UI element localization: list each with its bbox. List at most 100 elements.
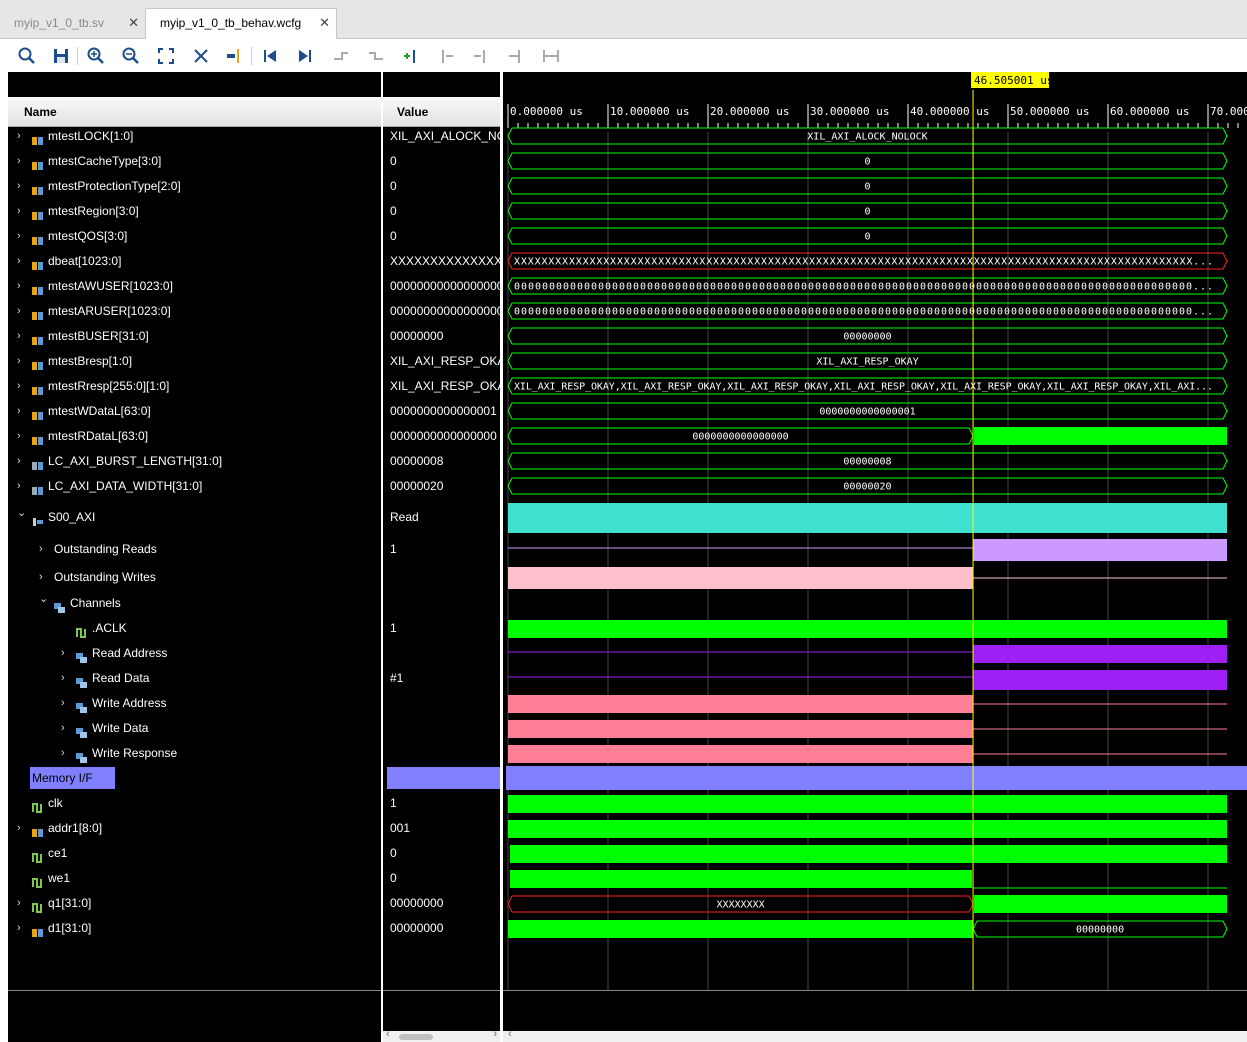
expand-arrow-icon[interactable]: › [17,922,21,934]
signal-row[interactable]: › mtestRegion[3:0] 0 [0,200,500,222]
expand-arrow-icon[interactable]: › [17,180,21,192]
previous-marker-icon[interactable] [435,45,457,67]
zoom-out-icon[interactable] [120,45,142,67]
bit-signal-icon [32,898,44,913]
signal-row[interactable]: › q1[31:0] 00000000 [0,892,500,914]
expand-arrow-icon[interactable]: › [17,480,21,492]
signal-row[interactable]: › LC_AXI_DATA_WIDTH[31:0] 00000020 [0,475,500,497]
expand-arrow-icon[interactable]: › [17,230,21,242]
signal-name: addr1[8:0] [48,821,103,835]
signal-row[interactable]: ce1 0 [0,842,500,864]
signal-row[interactable]: › Outstanding Writes [0,566,500,588]
signal-row[interactable]: › mtestAWUSER[1023:0] 000000000000000000 [0,275,500,297]
add-marker-icon[interactable] [400,45,422,67]
signal-row[interactable]: › mtestARUSER[1023:0] 000000000000000000 [0,300,500,322]
name-column-header[interactable]: Name [8,97,381,127]
expand-arrow-icon[interactable]: › [17,380,21,392]
expand-arrow-icon[interactable]: › [17,430,21,442]
expand-arrow-icon[interactable]: › [39,571,43,583]
expand-arrow-icon[interactable]: › [17,405,21,417]
signal-row[interactable]: › mtestRresp[255:0][1:0] XIL_AXI_RESP_OKAY [0,375,500,397]
signal-row[interactable]: › Write Response [0,742,500,764]
expand-arrow-icon[interactable]: › [17,280,21,292]
signal-row[interactable]: › d1[31:0] 00000000 [0,917,500,939]
signal-row[interactable]: › mtestLOCK[1:0] XIL_AXI_ALOCK_NOLOCK [0,125,500,147]
go-to-end-icon[interactable] [294,45,316,67]
signal-row[interactable]: › dbeat[1023:0] XXXXXXXXXXXXXXXXXXXX [0,250,500,272]
scroll-left-icon[interactable]: ‹ [386,1028,390,1040]
signal-row[interactable]: .ACLK 1 [0,617,500,639]
value-column-header[interactable]: Value [383,97,500,127]
signal-row[interactable]: › Outstanding Reads 1 [0,538,500,560]
signal-name: d1[31:0] [48,921,92,935]
channel-icon [76,673,88,688]
expand-arrow-icon[interactable]: › [17,255,21,267]
signal-row[interactable]: › mtestBresp[1:0] XIL_AXI_RESP_OKAY [0,350,500,372]
signal-row[interactable]: › Write Address [0,692,500,714]
signal-row[interactable]: › addr1[8:0] 001 [0,817,500,839]
save-icon[interactable] [50,45,72,67]
signal-row[interactable]: › Write Data [0,717,500,739]
expand-arrow-icon[interactable]: › [17,455,21,467]
cursor-snap-icon[interactable] [190,45,212,67]
signal-row[interactable]: › Read Address [0,642,500,664]
expand-arrow-icon[interactable]: › [17,330,21,342]
collapse-arrow-icon[interactable]: ⌄ [39,593,49,605]
signal-row[interactable]: › LC_AXI_BURST_LENGTH[31:0] 00000008 [0,450,500,472]
tab-label: myip_v1_0_tb.sv [14,16,105,30]
collapse-arrow-icon[interactable]: ⌄ [17,507,27,519]
search-icon[interactable] [16,45,38,67]
close-icon[interactable]: ✕ [128,15,139,30]
signal-row[interactable]: ⌄ S00_AXI Read [0,506,500,528]
signal-value [390,642,500,664]
expand-arrow-icon[interactable]: › [39,543,43,555]
expand-arrow-icon[interactable]: › [61,672,65,684]
go-to-start-icon[interactable] [259,45,281,67]
expand-arrow-icon[interactable]: › [17,205,21,217]
go-to-cursor-icon[interactable] [224,45,246,67]
scroll-thumb[interactable] [399,1034,433,1040]
signal-row[interactable]: › mtestBUSER[31:0] 00000000 [0,325,500,347]
waveform-canvas[interactable]: 0.000000 us 10.000000 us 20.000000 us 30.00… [503,72,1247,1030]
value-panel [383,72,500,1042]
divider-value-bar [387,767,500,789]
expand-arrow-icon[interactable]: › [17,822,21,834]
signal-row[interactable]: we1 0 [0,867,500,889]
expand-arrow-icon[interactable]: › [17,130,21,142]
tab-myip-tb-sv[interactable]: myip_v1_0_tb.sv ✕ [0,9,145,38]
signal-row[interactable]: clk 1 [0,792,500,814]
expand-arrow-icon[interactable]: › [61,747,65,759]
zoom-in-icon[interactable] [85,45,107,67]
wave-scrollbar[interactable]: ‹ [503,1028,1247,1042]
scroll-left-icon[interactable]: ‹ [508,1028,512,1040]
signal-row[interactable]: › mtestCacheType[3:0] 0 [0,150,500,172]
close-icon[interactable]: ✕ [319,15,330,30]
signal-value: 0 [390,179,397,193]
expand-arrow-icon[interactable]: › [17,355,21,367]
signal-row[interactable]: › Read Data #1 [0,667,500,689]
expand-arrow-icon[interactable]: › [17,305,21,317]
scroll-right-icon[interactable]: › [493,1028,497,1040]
expand-arrow-icon[interactable]: › [17,897,21,909]
tab-myip-tb-behav-wcfg[interactable]: myip_v1_0_tb_behav.wcfg ✕ [145,8,337,39]
signal-row[interactable]: › mtestQOS[3:0] 0 [0,225,500,247]
signal-value: 00000020 [390,479,444,493]
expand-arrow-icon[interactable]: › [61,722,65,734]
next-transition-icon[interactable] [365,45,387,67]
signal-row[interactable]: ⌄ Channels [0,592,500,614]
bus-wave [507,377,1228,395]
bus-wave [507,302,1228,320]
previous-transition-icon[interactable] [330,45,352,67]
swap-cursor-icon[interactable] [505,45,527,67]
signal-row[interactable]: › mtestRDataL[63:0] 0000000000000000 [0,425,500,447]
expand-arrow-icon[interactable]: › [61,647,65,659]
signal-row[interactable]: › mtestWDataL[63:0] 0000000000000001 [0,400,500,422]
expand-arrow-icon[interactable]: › [61,697,65,709]
zoom-fit-icon[interactable] [155,45,177,67]
marker-range-icon[interactable] [540,45,562,67]
next-marker-icon[interactable] [470,45,492,67]
expand-arrow-icon[interactable]: › [17,155,21,167]
divider-label[interactable]: Memory I/F [30,767,115,789]
value-scrollbar[interactable]: ‹ › [383,1028,500,1042]
signal-row[interactable]: › mtestProtectionType[2:0] 0 [0,175,500,197]
